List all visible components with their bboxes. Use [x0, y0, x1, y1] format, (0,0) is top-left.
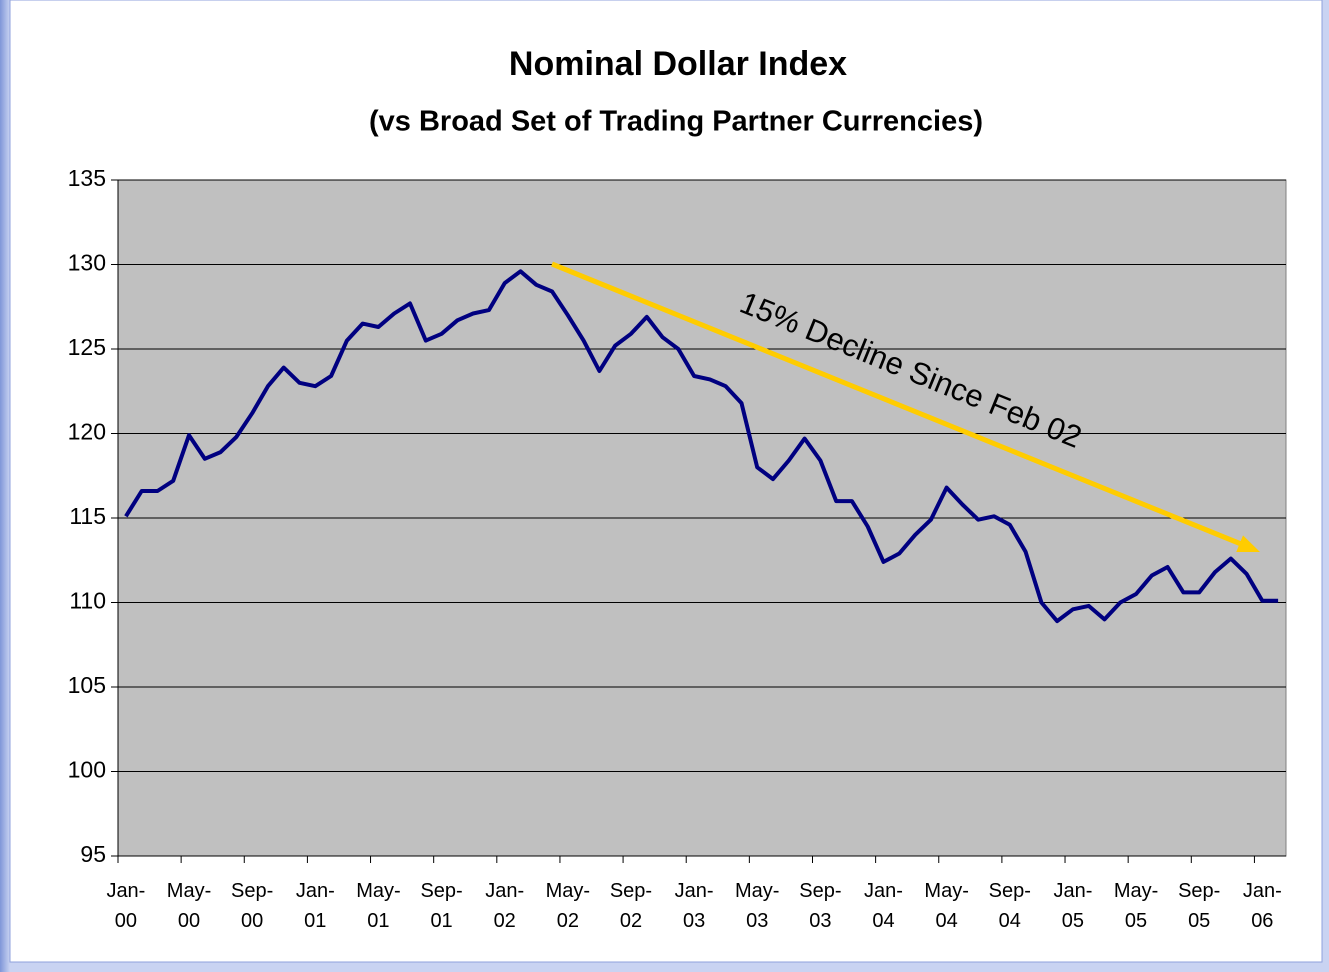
annotation-arrowhead: [1236, 535, 1260, 553]
y-tick-label: 115: [69, 503, 106, 529]
chart-subtitle: (vs Broad Set of Trading Partner Currenc…: [369, 106, 983, 138]
x-tick-label-part: 00: [241, 910, 263, 932]
y-tick-label: 100: [68, 757, 106, 783]
x-tick-label-part: Sep-: [610, 880, 652, 902]
x-tick-label-part: 02: [557, 910, 579, 932]
x-tick-label-part: 01: [430, 910, 452, 932]
x-tick-label-part: 04: [999, 910, 1021, 932]
x-tick-label-part: May-: [167, 880, 211, 902]
x-tick-label: Jan- 02: [485, 880, 524, 932]
frame-edge: [0, 0, 10, 972]
x-tick-label-part: 02: [620, 910, 642, 932]
x-tick-label-part: 02: [494, 910, 516, 932]
x-tick-label-part: Sep-: [799, 880, 841, 902]
plot: 95100105110115120125130135Jan-00May-00Se…: [68, 165, 1287, 932]
x-tick-label-part: May-: [356, 880, 400, 902]
x-tick-label: Jan- 06: [1243, 880, 1282, 932]
x-tick-label: May- 01: [356, 880, 400, 932]
x-tick-label-part: Jan-: [485, 880, 524, 902]
x-tick-label: May- 02: [546, 880, 590, 932]
data-line: [124, 269, 1279, 624]
x-tick-label-part: 05: [1188, 910, 1210, 932]
x-tick-label: May- 00: [167, 880, 211, 932]
x-tick-label-part: May-: [1114, 880, 1158, 902]
chart-title: Nominal Dollar Index: [509, 45, 847, 83]
x-tick-label: Jan- 03: [675, 880, 714, 932]
y-tick-label: 95: [80, 841, 106, 867]
annotation-arrow: [551, 261, 1247, 549]
x-tick-label-part: Jan-: [864, 880, 903, 902]
x-tick-label: Jan- 04: [864, 880, 903, 932]
x-tick-label-part: 01: [304, 910, 326, 932]
x-tick-label-part: Sep-: [420, 880, 462, 902]
x-tick-label: Jan- 00: [106, 880, 145, 932]
x-tick-label-part: May-: [546, 880, 590, 902]
x-tick-label: Sep- 00: [231, 880, 273, 932]
x-tick-label-part: Jan-: [675, 880, 714, 902]
x-tick-label-part: 05: [1062, 910, 1084, 932]
x-tick-label: Sep- 02: [610, 880, 652, 932]
x-tick-label: May- 05: [1114, 880, 1158, 932]
x-tick-label-part: 01: [367, 910, 389, 932]
x-tick-label-part: Sep-: [1178, 880, 1220, 902]
x-tick-label: Sep- 03: [799, 880, 841, 932]
x-tick-label: Jan- 01: [296, 880, 335, 932]
x-tick-label: Sep- 04: [989, 880, 1031, 932]
x-tick-label: May- 03: [735, 880, 779, 932]
x-tick-label-part: May-: [735, 880, 779, 902]
y-tick-label: 120: [68, 419, 106, 445]
x-tick-label-part: Sep-: [231, 880, 273, 902]
x-tick-label-part: 03: [683, 910, 705, 932]
x-tick-label-part: 06: [1251, 910, 1273, 932]
x-tick-label: May- 04: [924, 880, 968, 932]
x-tick-label-part: 03: [809, 910, 831, 932]
x-tick-label-part: Jan-: [1243, 880, 1282, 902]
x-tick-label-part: 04: [872, 910, 894, 932]
x-tick-label-part: 04: [936, 910, 958, 932]
y-tick-label: 105: [68, 672, 106, 698]
y-tick-label: 125: [68, 334, 106, 360]
x-tick-label-part: 05: [1125, 910, 1147, 932]
y-tick-label: 110: [69, 588, 106, 614]
x-tick-label-part: Sep-: [989, 880, 1031, 902]
x-tick-label-part: May-: [924, 880, 968, 902]
x-tick-label-part: Jan-: [1053, 880, 1092, 902]
x-tick-label-part: Jan-: [106, 880, 145, 902]
y-tick-label: 135: [68, 165, 106, 191]
x-tick-label-part: 03: [746, 910, 768, 932]
x-tick-label: Sep- 01: [420, 880, 462, 932]
x-tick-label: Jan- 05: [1053, 880, 1092, 932]
x-tick-label-part: 00: [178, 910, 200, 932]
y-tick-label: 130: [68, 250, 106, 276]
x-tick-label-part: Jan-: [296, 880, 335, 902]
x-tick-label: Sep- 05: [1178, 880, 1220, 932]
x-tick-label-part: 00: [115, 910, 137, 932]
